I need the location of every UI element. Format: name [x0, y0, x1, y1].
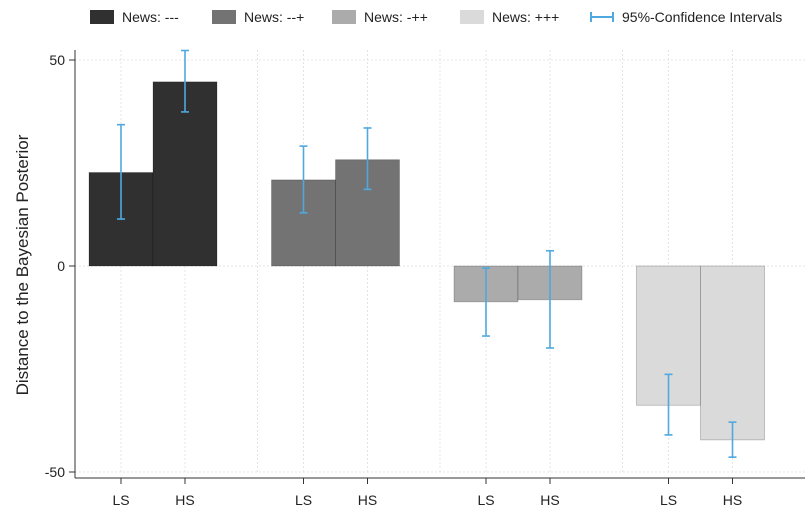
confidence-interval-icon	[590, 10, 614, 24]
legend-swatch	[90, 10, 114, 24]
legend-label: News: +++	[492, 9, 560, 25]
legend: News: --- News: --+ News: -++ News: +++ …	[0, 6, 810, 28]
x-tick-label: LS	[660, 492, 677, 508]
y-tick-label: 0	[57, 258, 65, 274]
legend-label: News: ---	[122, 9, 179, 25]
legend-item-news-plus-plus-plus: News: +++	[460, 6, 559, 28]
legend-label: News: -++	[364, 9, 428, 25]
x-tick-label: HS	[175, 492, 194, 508]
legend-item-news-minus-minus-minus: News: ---	[90, 6, 179, 28]
legend-item-news-minus-plus-plus: News: -++	[332, 6, 428, 28]
legend-label: News: --+	[244, 9, 305, 25]
x-tick-label: LS	[112, 492, 129, 508]
legend-swatch	[212, 10, 236, 24]
legend-item-news-minus-minus-plus: News: --+	[212, 6, 304, 28]
legend-swatch	[460, 10, 484, 24]
x-tick-label: HS	[540, 492, 559, 508]
x-tick-label: HS	[723, 492, 742, 508]
legend-label: 95%-Confidence Intervals	[622, 9, 783, 25]
legend-item-confidence-intervals: 95%-Confidence Intervals	[590, 6, 782, 28]
bar	[700, 265, 765, 441]
legend-swatch	[332, 10, 356, 24]
y-tick-label: -50	[45, 464, 65, 480]
y-tick-label: 50	[49, 52, 65, 68]
x-tick-label: LS	[477, 492, 494, 508]
x-tick-label: HS	[358, 492, 377, 508]
x-tick-label: LS	[295, 492, 312, 508]
